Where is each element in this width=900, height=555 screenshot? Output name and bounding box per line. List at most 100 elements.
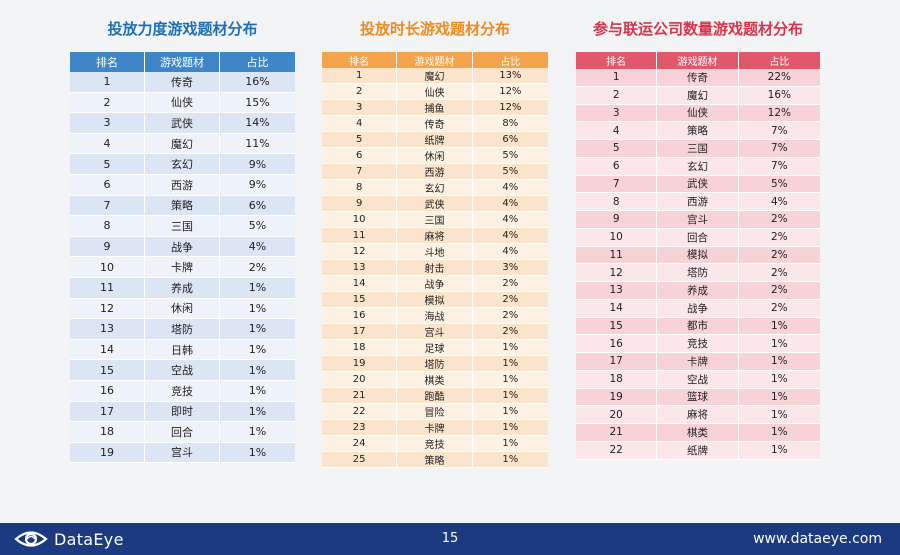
table-row: 17 卡牌 1% — [576, 353, 820, 371]
theme-cell: 纸牌 — [657, 441, 739, 460]
theme-cell: 宫斗 — [145, 442, 220, 464]
theme-cell: 斗地 — [397, 244, 473, 260]
rank-cell: 3 — [576, 104, 658, 123]
share-cell: 1% — [738, 441, 820, 460]
table-row: 24 竞技 1% — [322, 436, 548, 452]
rank-cell: 2 — [70, 92, 145, 114]
website-link[interactable]: www.dataeye.com — [753, 531, 882, 547]
header-theme: 游戏题材 — [145, 52, 220, 72]
rank-cell: 11 — [322, 228, 398, 244]
table-row: 5 三国 7% — [576, 140, 820, 158]
share-cell: 1% — [472, 420, 548, 436]
rank-cell: 5 — [322, 132, 398, 148]
rank-cell: 5 — [576, 140, 658, 158]
rank-cell: 13 — [576, 282, 658, 300]
rank-cell: 14 — [576, 299, 658, 318]
theme-cell: 策略 — [397, 452, 473, 468]
rank-cell: 20 — [322, 372, 398, 388]
theme-cell: 三国 — [397, 212, 473, 228]
theme-cell: 西游 — [145, 174, 220, 196]
rank-cell: 4 — [70, 133, 145, 155]
table-row: 15 空战 1% — [70, 360, 295, 381]
share-cell: 9% — [220, 174, 295, 196]
theme-cell: 麻将 — [397, 228, 473, 244]
table-row: 13 养成 2% — [576, 282, 820, 300]
table-row: 2 仙侠 15% — [70, 92, 295, 114]
theme-cell: 宫斗 — [397, 324, 473, 340]
share-cell: 7% — [738, 140, 820, 158]
share-cell: 16% — [738, 86, 820, 105]
table-header-row: 排名 游戏题材 占比 — [322, 52, 548, 68]
table-row: 2 仙侠 12% — [322, 84, 548, 100]
table-row: 16 竞技 1% — [576, 335, 820, 353]
ranking-table: 排名 游戏题材 占比 1 魔幻 13% 2 仙侠 12% 3 捕鱼 12% 4 传奇 8% 5 纸牌 6% 6… — [322, 52, 548, 468]
share-cell: 1% — [472, 372, 548, 388]
table-row: 3 捕鱼 12% — [322, 100, 548, 116]
share-cell: 11% — [220, 133, 295, 155]
share-cell: 4% — [220, 236, 295, 258]
theme-cell: 棋类 — [397, 372, 473, 388]
share-cell: 5% — [472, 148, 548, 164]
theme-cell: 纸牌 — [397, 132, 473, 148]
rank-cell: 2 — [576, 86, 658, 105]
share-cell: 1% — [738, 424, 820, 442]
share-cell: 1% — [472, 356, 548, 372]
panel-ad-duration: 投放时长游戏题材分布 排名 游戏题材 占比 1 魔幻 13% 2 仙侠 12% 3 捕鱼 12%… — [322, 18, 548, 468]
theme-cell: 跑酷 — [397, 388, 473, 404]
rank-cell: 7 — [576, 175, 658, 194]
logo-text: DataEye — [54, 529, 124, 549]
theme-cell: 日韩 — [145, 339, 220, 361]
eye-logo-icon — [14, 531, 48, 547]
rank-cell: 11 — [576, 246, 658, 265]
table-row: 12 斗地 4% — [322, 244, 548, 260]
table-row: 11 麻将 4% — [322, 228, 548, 244]
share-cell: 14% — [220, 113, 295, 134]
header-share: 占比 — [220, 52, 295, 72]
theme-cell: 回合 — [657, 228, 739, 247]
share-cell: 2% — [738, 211, 820, 229]
theme-cell: 塔防 — [397, 356, 473, 372]
table-row: 20 麻将 1% — [576, 406, 820, 424]
footer-bar: DataEye 15 www.dataeye.com — [0, 523, 900, 555]
rank-cell: 14 — [70, 339, 145, 361]
table-row: 11 模拟 2% — [576, 246, 820, 265]
share-cell: 2% — [472, 324, 548, 340]
rank-cell: 16 — [70, 380, 145, 402]
share-cell: 12% — [738, 104, 820, 123]
rank-cell: 13 — [70, 319, 145, 340]
header-rank: 排名 — [576, 52, 658, 69]
rank-cell: 3 — [322, 100, 398, 116]
header-rank: 排名 — [322, 52, 398, 68]
panel-ad-intensity: 投放力度游戏题材分布 排名 游戏题材 占比 1 传奇 16% 2 仙侠 15% 3 武侠 14%… — [70, 18, 295, 464]
theme-cell: 竞技 — [145, 380, 220, 402]
share-cell: 1% — [220, 380, 295, 402]
table-row: 1 传奇 22% — [576, 69, 820, 87]
table-row: 18 足球 1% — [322, 340, 548, 356]
table-row: 7 武侠 5% — [576, 175, 820, 194]
share-cell: 15% — [220, 92, 295, 114]
table-row: 8 三国 5% — [70, 216, 295, 237]
rank-cell: 19 — [576, 388, 658, 407]
share-cell: 1% — [472, 340, 548, 356]
rank-cell: 13 — [322, 260, 398, 276]
theme-cell: 战争 — [397, 276, 473, 292]
share-cell: 1% — [738, 335, 820, 353]
theme-cell: 魔幻 — [657, 86, 739, 105]
theme-cell: 策略 — [657, 122, 739, 140]
theme-cell: 仙侠 — [397, 84, 473, 100]
share-cell: 1% — [472, 436, 548, 452]
rank-cell: 15 — [70, 360, 145, 381]
rank-cell: 21 — [322, 388, 398, 404]
share-cell: 2% — [738, 228, 820, 247]
share-cell: 1% — [220, 401, 295, 423]
rank-cell: 9 — [322, 196, 398, 212]
table-row: 15 都市 1% — [576, 317, 820, 336]
table-row: 9 战争 4% — [70, 236, 295, 258]
ranking-table: 排名 游戏题材 占比 1 传奇 16% 2 仙侠 15% 3 武侠 14% 4 魔幻 11% 5 玄幻 9%… — [70, 52, 295, 464]
share-cell: 1% — [220, 422, 295, 443]
share-cell: 1% — [220, 442, 295, 464]
table-row: 21 棋类 1% — [576, 424, 820, 442]
table-row: 15 模拟 2% — [322, 292, 548, 308]
table-row: 19 塔防 1% — [322, 356, 548, 372]
dataeye-logo[interactable]: DataEye — [14, 527, 124, 551]
